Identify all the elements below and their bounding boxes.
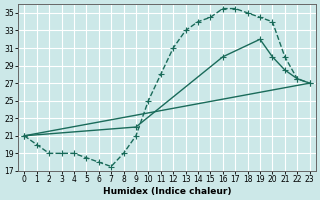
X-axis label: Humidex (Indice chaleur): Humidex (Indice chaleur) — [103, 187, 231, 196]
